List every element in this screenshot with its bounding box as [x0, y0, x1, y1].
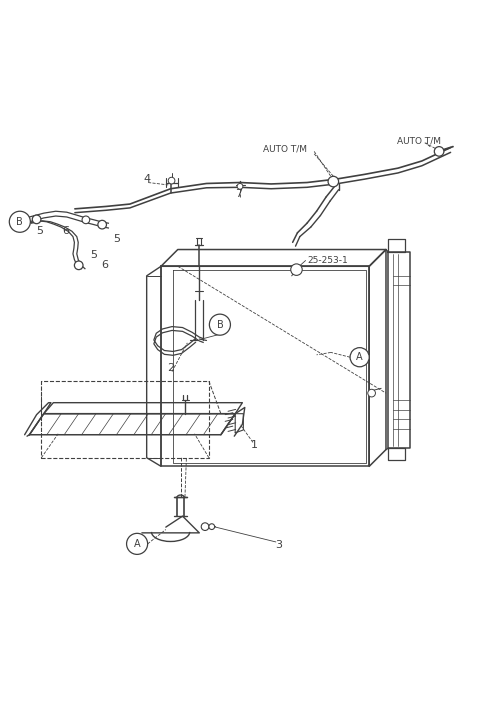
Text: 6: 6 [102, 260, 108, 270]
Text: B: B [16, 216, 23, 227]
Circle shape [82, 216, 90, 224]
Text: 5: 5 [91, 250, 97, 260]
Circle shape [209, 523, 215, 529]
Text: 5: 5 [36, 227, 44, 236]
Circle shape [98, 220, 107, 229]
Circle shape [201, 523, 209, 531]
Circle shape [209, 314, 230, 335]
Text: 7: 7 [236, 188, 242, 198]
Text: AUTO T/M: AUTO T/M [264, 145, 308, 153]
Text: 5: 5 [113, 234, 120, 243]
Circle shape [237, 183, 243, 189]
Text: 6: 6 [62, 227, 69, 236]
Text: 3: 3 [275, 540, 282, 550]
Text: 1: 1 [251, 440, 258, 450]
Circle shape [168, 177, 175, 184]
Circle shape [328, 177, 338, 187]
Circle shape [434, 147, 444, 156]
Circle shape [74, 261, 83, 269]
Text: 2: 2 [167, 363, 174, 373]
Circle shape [32, 215, 41, 224]
Text: 25-253-1: 25-253-1 [307, 256, 348, 265]
Text: A: A [356, 352, 363, 362]
Circle shape [9, 211, 30, 232]
Circle shape [350, 348, 369, 367]
Circle shape [368, 390, 375, 397]
Text: B: B [216, 320, 223, 329]
Text: AUTO T/M: AUTO T/M [397, 136, 442, 146]
Circle shape [291, 264, 302, 275]
Text: A: A [134, 539, 141, 549]
Circle shape [127, 534, 148, 555]
Bar [41, 381, 209, 458]
Text: 4: 4 [143, 174, 150, 184]
